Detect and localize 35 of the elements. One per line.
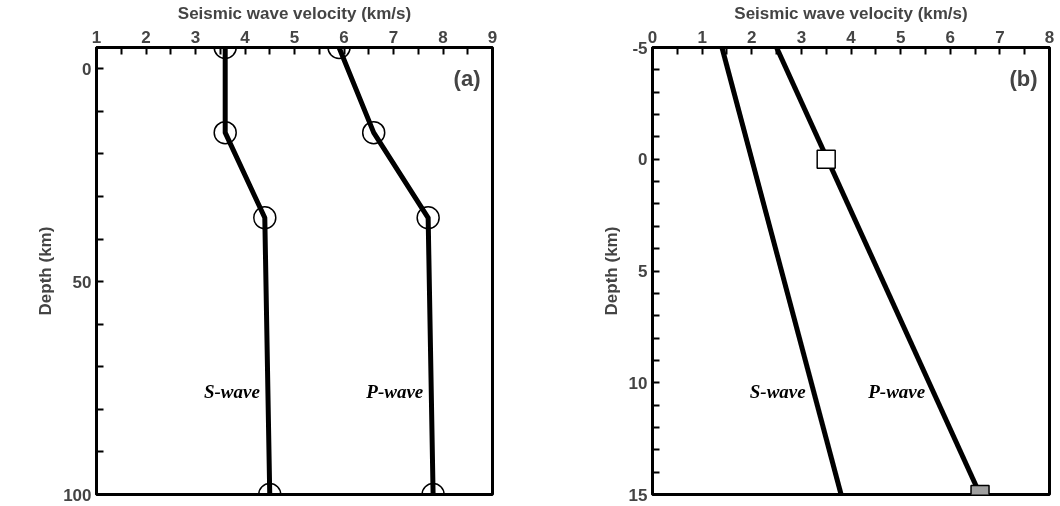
x-tick-label: 4 bbox=[240, 27, 251, 47]
x-tick-label: 5 bbox=[895, 27, 906, 47]
x-tick-label: 2 bbox=[747, 27, 757, 47]
x-tick-label: 2 bbox=[141, 27, 151, 47]
series-label: S-wave bbox=[749, 381, 807, 403]
y-tick-label: 100 bbox=[63, 485, 92, 505]
annotation: (a) bbox=[453, 65, 481, 91]
y-tick-label: 10 bbox=[628, 373, 648, 393]
y-tick-label: 50 bbox=[72, 272, 92, 292]
series-label: P-wave bbox=[365, 381, 424, 403]
y-tick-label: -5 bbox=[632, 38, 648, 58]
x-tick-label: 5 bbox=[289, 27, 300, 47]
x-tick-label: 3 bbox=[190, 27, 201, 47]
x-tick-label: 1 bbox=[91, 27, 102, 47]
y-axis-title: Depth (km) bbox=[36, 226, 56, 316]
y-tick-label: 0 bbox=[638, 150, 648, 170]
y-tick-label: 5 bbox=[638, 262, 648, 281]
y-axis-title: Depth (km) bbox=[601, 226, 621, 316]
x-tick-label: 8 bbox=[1044, 27, 1055, 47]
x-tick-label: 6 bbox=[945, 27, 955, 47]
x-tick-label: 4 bbox=[846, 27, 857, 47]
annotation: (b) bbox=[1009, 65, 1038, 91]
x-tick-label: 8 bbox=[438, 27, 448, 47]
x-tick-label: 3 bbox=[796, 27, 807, 47]
x-axis-title: Seismic wave velocity (km/s) bbox=[177, 3, 412, 23]
series-label: S-wave bbox=[203, 381, 261, 403]
y-tick-label: 0 bbox=[82, 59, 92, 79]
series-label: P-wave bbox=[867, 381, 926, 403]
x-tick-label: 7 bbox=[388, 27, 399, 47]
x-tick-label: 7 bbox=[995, 27, 1005, 47]
y-tick-label: 15 bbox=[628, 485, 648, 505]
x-tick-label: 1 bbox=[697, 27, 707, 47]
x-tick-label: 9 bbox=[487, 27, 498, 47]
x-tick-label: 6 bbox=[339, 27, 349, 47]
x-axis-title: Seismic wave velocity (km/s) bbox=[734, 3, 968, 23]
